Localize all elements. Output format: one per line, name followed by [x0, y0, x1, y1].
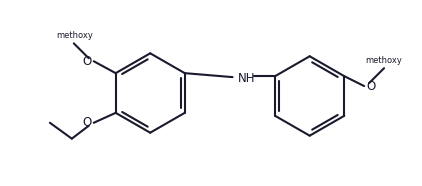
Text: O: O	[83, 116, 92, 129]
Text: methoxy: methoxy	[57, 31, 93, 40]
Text: methoxy: methoxy	[365, 56, 403, 65]
Text: NH: NH	[238, 72, 255, 85]
Text: O: O	[83, 55, 92, 68]
Text: O: O	[366, 80, 376, 93]
